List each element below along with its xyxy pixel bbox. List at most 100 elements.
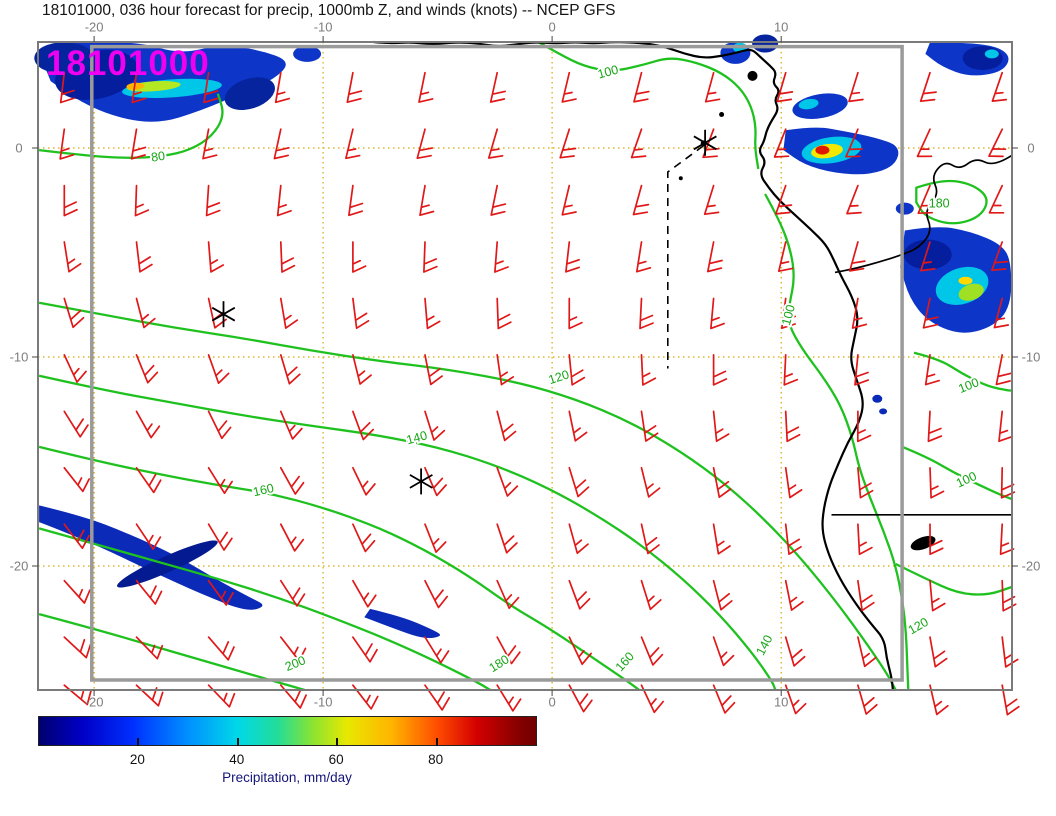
wind-barb	[712, 410, 730, 443]
wind-barb	[273, 128, 290, 160]
wind-barb	[63, 523, 90, 550]
wind-barb	[135, 579, 163, 605]
colorbar-tick	[137, 738, 140, 746]
wind-barb	[279, 241, 296, 273]
wind-barb	[419, 184, 435, 217]
wind-barb	[776, 71, 794, 103]
wind-barb	[775, 184, 793, 215]
contour-label: 100	[956, 375, 981, 396]
wind-barb	[704, 71, 721, 103]
wind-barb	[207, 579, 234, 606]
wind-barb	[856, 410, 872, 443]
wind-barb	[784, 466, 803, 499]
island	[678, 176, 683, 181]
wind-barb	[993, 297, 1010, 329]
precip-shading	[293, 45, 322, 62]
wind-barb	[640, 636, 664, 666]
height-contour	[537, 41, 760, 170]
wind-barb	[998, 410, 1014, 443]
height-contour	[902, 445, 1013, 501]
contour-label: 120	[547, 367, 571, 387]
wind-barb	[487, 128, 504, 159]
wind-barb	[135, 410, 161, 439]
wind-barb	[851, 297, 868, 329]
wind-barb	[568, 523, 589, 555]
wind-barb	[130, 128, 147, 160]
y-axis-tick-label-left: 0	[15, 140, 23, 156]
precip-shading	[958, 276, 973, 285]
wind-barb	[919, 71, 937, 103]
wind-barb	[63, 241, 82, 273]
wind-barb	[131, 71, 147, 104]
wind-barb	[496, 297, 512, 330]
wind-barb	[352, 579, 377, 608]
wind-barb	[991, 71, 1008, 102]
wind-barb	[988, 184, 1005, 214]
wind-barb	[276, 184, 292, 217]
precip-shading	[872, 394, 883, 403]
wind-barb	[489, 71, 506, 103]
height-contour	[38, 612, 306, 692]
wind-barb	[988, 128, 1007, 158]
wind-barb	[63, 579, 91, 604]
wind-barb	[205, 184, 221, 217]
wind-barb	[929, 466, 945, 499]
precip-shading	[224, 77, 275, 110]
wind-barb	[135, 636, 164, 660]
wind-barb	[635, 241, 652, 273]
wind-barb	[352, 410, 375, 441]
wind-barb	[927, 410, 943, 443]
wind-barb	[712, 354, 728, 386]
contour-label: 160	[252, 481, 276, 499]
wind-barb	[279, 297, 299, 329]
wind-barb	[784, 636, 806, 667]
wind-barb	[561, 71, 577, 103]
wind-barb	[712, 523, 731, 555]
lake	[910, 535, 936, 551]
wind-barb	[568, 297, 583, 330]
wind-barb	[496, 354, 515, 386]
wind-barb	[352, 636, 378, 663]
precip-shading	[752, 34, 779, 53]
y-axis-tick-label-right: 0	[1027, 140, 1035, 156]
wind-barb	[63, 184, 78, 217]
wind-barb	[63, 466, 91, 493]
wind-barb	[1001, 636, 1019, 668]
wind-barb	[416, 128, 434, 160]
wind-barb	[279, 636, 307, 662]
wind-barb	[916, 128, 933, 158]
wind-barb	[710, 297, 725, 330]
y-axis-tick-label-right: -10	[1021, 349, 1041, 365]
x-axis-tick-label-top: 0	[548, 19, 556, 35]
colorbar-tick	[336, 738, 339, 746]
precip-shading	[984, 49, 999, 59]
wind-barb	[712, 636, 735, 667]
wind-barb	[207, 466, 233, 495]
wind-barb	[773, 128, 790, 158]
wind-barb	[496, 523, 518, 554]
wind-barb	[857, 523, 873, 556]
wind-barb	[352, 466, 376, 496]
wind-barb	[59, 128, 75, 160]
wind-barb	[279, 466, 305, 495]
wind-barb	[706, 241, 723, 273]
contour-label: 200	[283, 653, 308, 674]
wind-barb	[424, 579, 449, 609]
figure-title: 18101000, 036 hour forecast for precip, …	[42, 2, 616, 19]
contour-label: 100	[954, 469, 979, 491]
wind-barb	[59, 71, 75, 104]
wind-barb	[63, 684, 92, 706]
wind-barb	[632, 184, 650, 216]
wind-barb	[423, 241, 438, 273]
wind-barb	[924, 354, 940, 386]
island	[747, 70, 758, 81]
river-border-line	[834, 154, 1013, 274]
wind-barb	[640, 579, 662, 611]
precip-shading	[798, 98, 819, 110]
contour-label: 100	[596, 63, 620, 82]
wind-barb	[703, 184, 720, 216]
wind-barb	[561, 184, 577, 216]
height-contour	[38, 93, 224, 159]
